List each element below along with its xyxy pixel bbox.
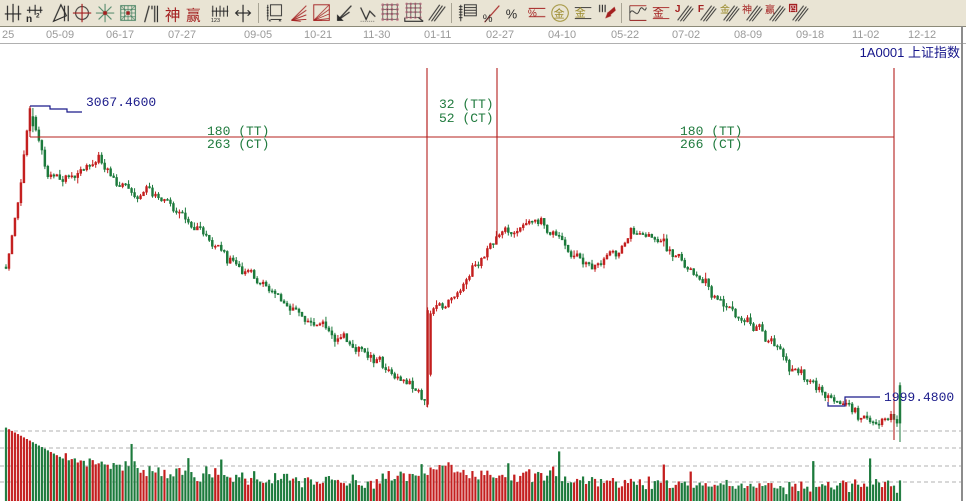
svg-text:%: % [483, 13, 493, 24]
svg-text:金: 金 [575, 6, 586, 20]
svg-text:四: 四 [789, 4, 796, 13]
svg-text:n: n [26, 14, 32, 24]
svg-text:金: 金 [653, 6, 664, 20]
svg-text:神: 神 [742, 3, 752, 16]
svg-text:J: J [675, 4, 681, 15]
svg-text:神: 神 [165, 6, 181, 24]
svg-text:赢: 赢 [765, 3, 775, 16]
svg-text:%: % [506, 7, 517, 22]
svg-text:123: 123 [211, 18, 220, 24]
svg-text:赢: 赢 [186, 7, 201, 24]
svg-text:2: 2 [36, 13, 40, 20]
svg-text:F: F [698, 4, 704, 15]
svg-text:%: % [528, 9, 537, 20]
svg-text:金: 金 [554, 7, 565, 21]
